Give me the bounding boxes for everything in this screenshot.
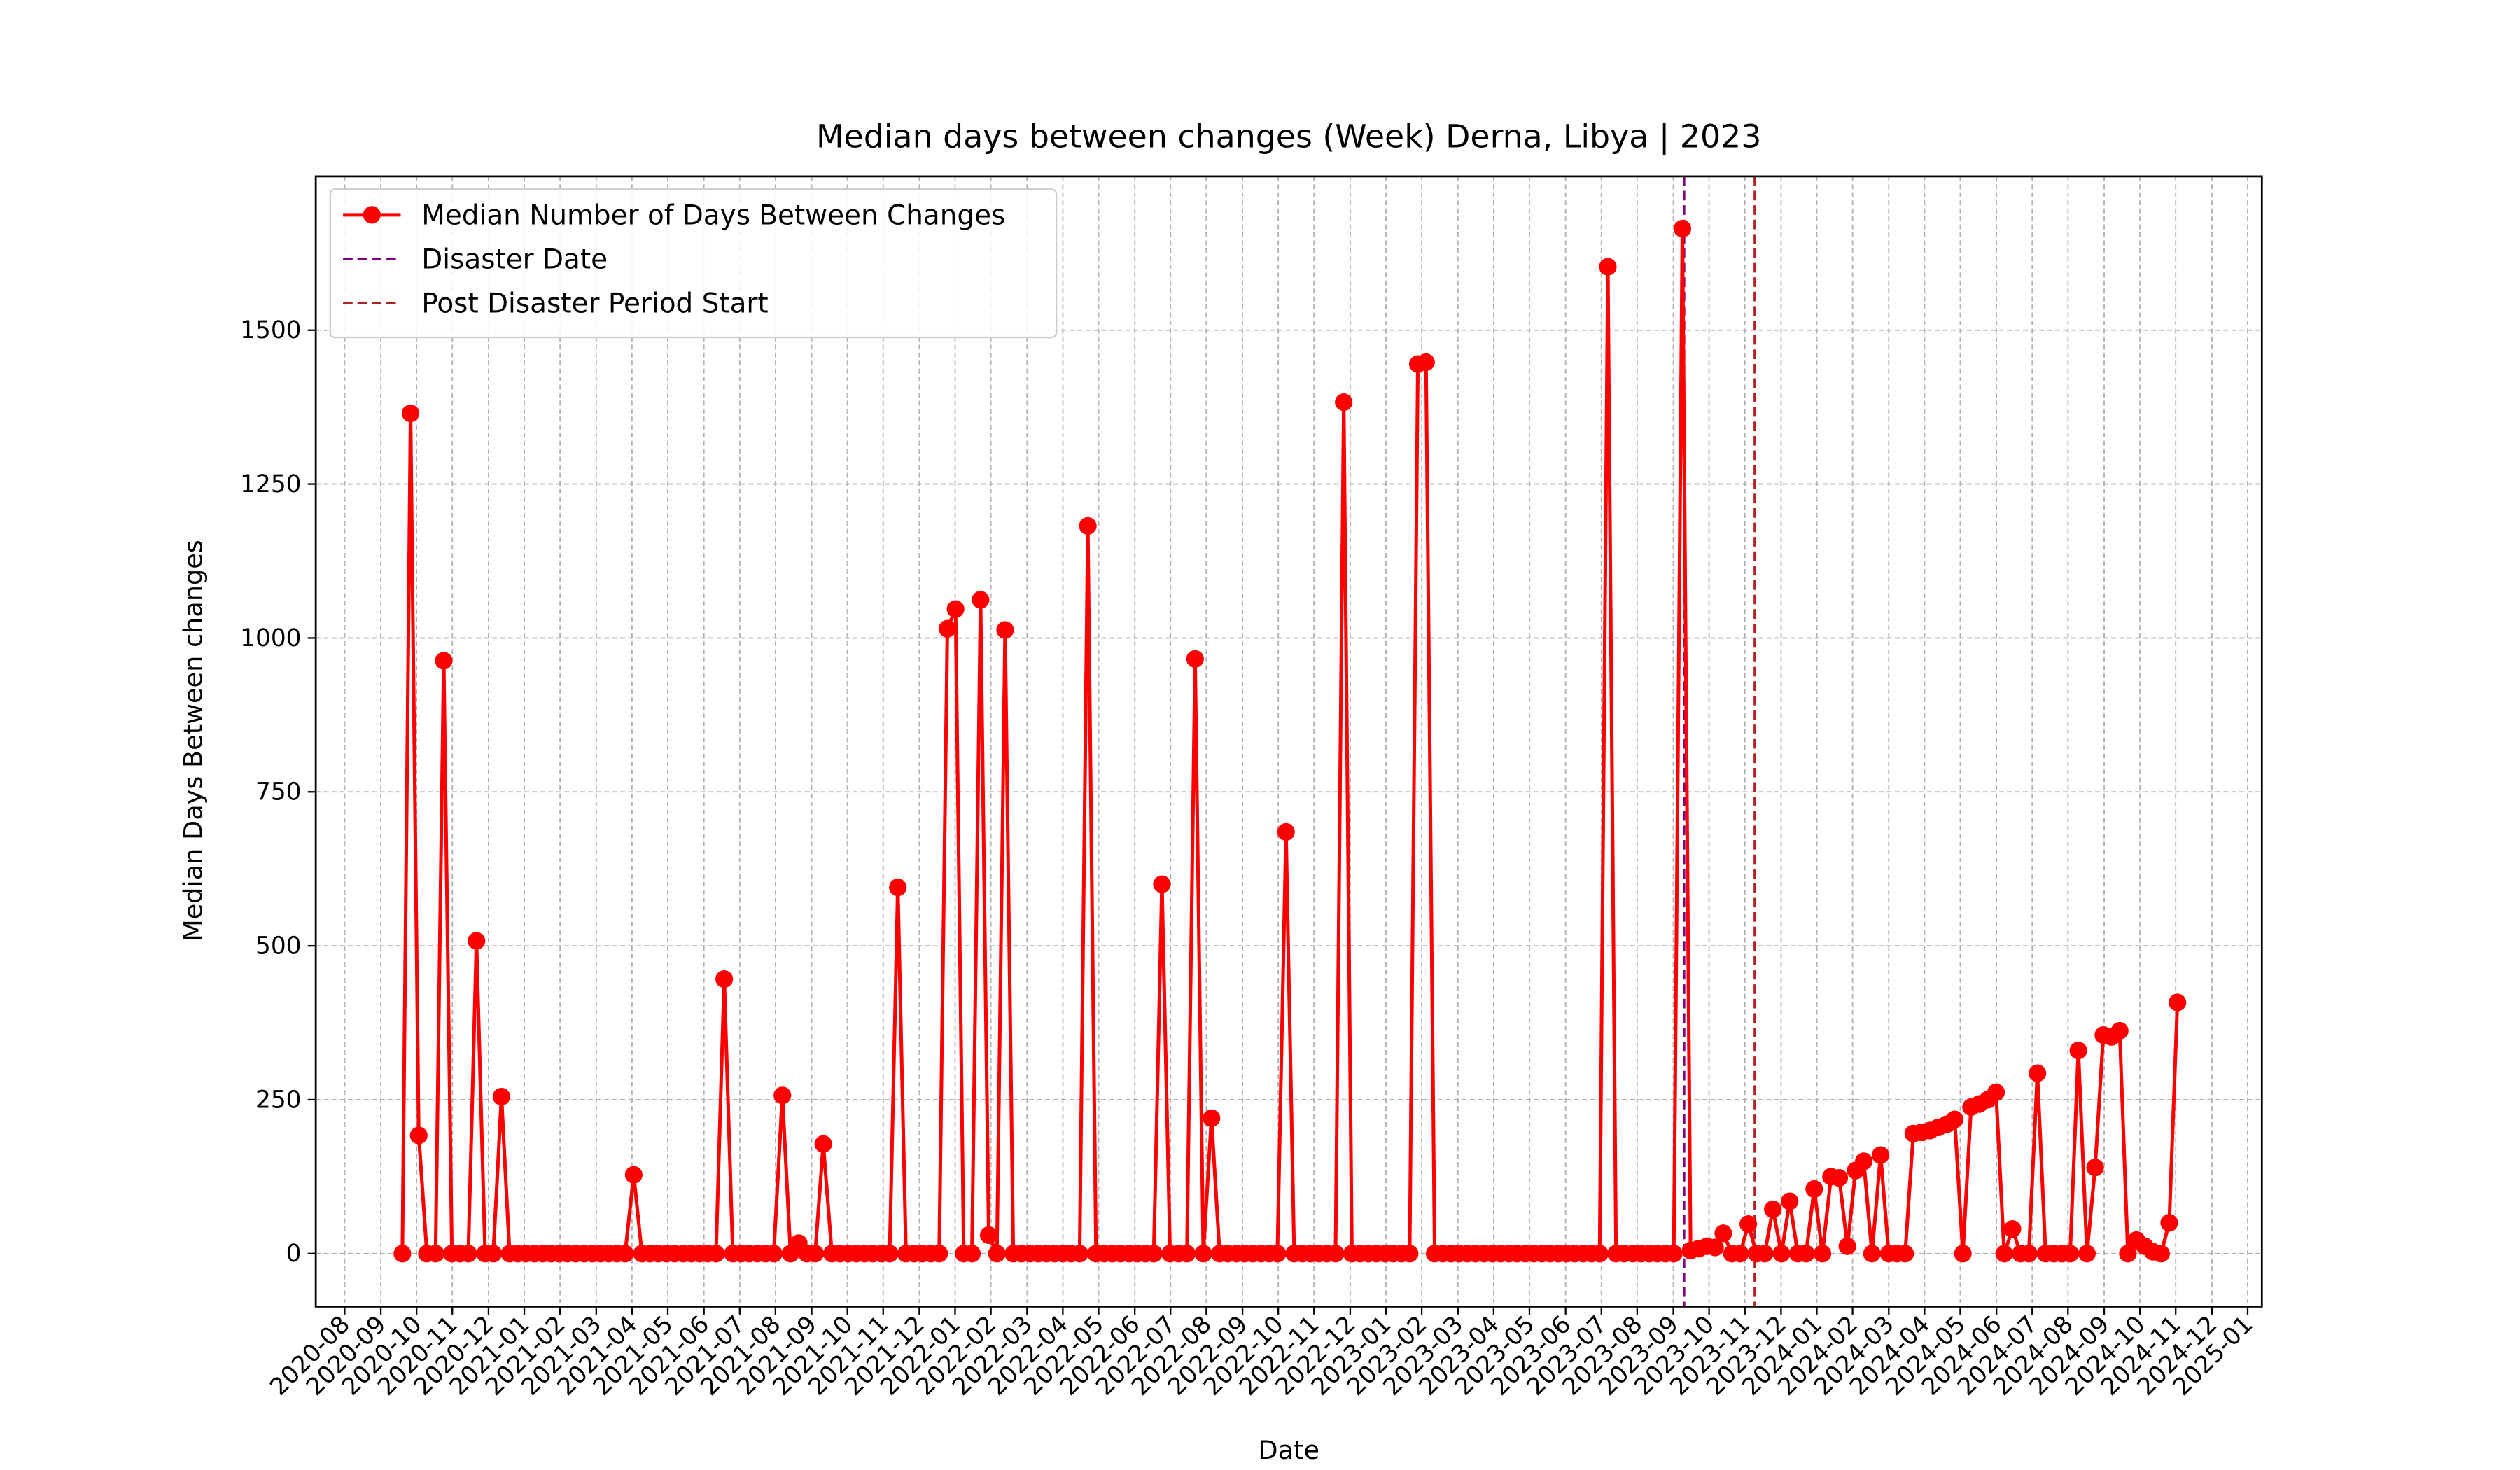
data-point xyxy=(468,932,486,950)
data-point xyxy=(1805,1180,1823,1198)
legend-label: Median Number of Days Between Changes xyxy=(421,200,1005,232)
data-point xyxy=(938,620,957,638)
y-tick-label: 250 xyxy=(255,1086,302,1114)
data-point xyxy=(1871,1146,1890,1164)
data-point xyxy=(1268,1245,1287,1263)
data-point xyxy=(1590,1245,1609,1263)
data-point xyxy=(2078,1245,2096,1263)
plot-frame xyxy=(314,175,2263,1308)
data-point xyxy=(1813,1245,1832,1263)
data-point xyxy=(1954,1245,1972,1263)
data-point xyxy=(946,600,965,618)
data-point xyxy=(2061,1245,2080,1263)
data-point xyxy=(1673,220,1692,238)
data-point xyxy=(774,1086,792,1105)
data-point xyxy=(1665,1245,1683,1263)
data-point xyxy=(435,652,453,670)
data-point xyxy=(616,1245,634,1263)
data-point xyxy=(814,1135,832,1153)
data-point xyxy=(1830,1169,1849,1187)
data-point xyxy=(972,591,990,609)
y-tick-label: 0 xyxy=(286,1240,302,1268)
data-point xyxy=(2029,1064,2047,1082)
data-point xyxy=(2160,1214,2178,1232)
data-point xyxy=(1203,1109,1221,1127)
data-point xyxy=(1401,1245,1419,1263)
data-point xyxy=(401,404,420,423)
data-point xyxy=(1335,393,1353,412)
x-axis-label: Date xyxy=(1258,1435,1320,1465)
data-point xyxy=(979,1226,998,1245)
data-point xyxy=(2003,1220,2022,1238)
y-tick-label: 750 xyxy=(255,778,302,806)
data-point xyxy=(930,1245,948,1263)
data-point xyxy=(459,1245,477,1263)
data-point xyxy=(1277,822,1295,841)
data-point xyxy=(1740,1214,1758,1233)
data-point xyxy=(2110,1021,2129,1040)
y-tick-label: 1250 xyxy=(240,470,301,498)
data-point xyxy=(1194,1245,1212,1263)
y-tick-label: 1500 xyxy=(240,316,301,344)
data-point xyxy=(1178,1245,1196,1263)
data-point xyxy=(962,1245,981,1263)
chart-title: Median days between changes (Week) Derna… xyxy=(816,118,1761,156)
data-point xyxy=(1079,517,1097,535)
data-point xyxy=(2019,1245,2038,1263)
legend: Median Number of Days Between Changes Dis… xyxy=(329,188,1058,339)
data-point xyxy=(1070,1245,1088,1263)
data-point xyxy=(1863,1245,1881,1263)
y-axis-label: Median Days Between changes xyxy=(178,540,209,941)
data-point xyxy=(484,1245,503,1263)
legend-label: Post Disaster Period Start xyxy=(421,288,768,320)
data-point xyxy=(1144,1245,1163,1263)
data-point xyxy=(707,1245,725,1263)
data-point xyxy=(426,1245,444,1263)
data-point xyxy=(624,1166,643,1184)
data-point xyxy=(1854,1152,1873,1170)
data-point xyxy=(1326,1245,1345,1263)
data-point xyxy=(1772,1245,1791,1263)
data-point xyxy=(764,1245,783,1263)
legend-label: Disaster Date xyxy=(421,244,608,276)
data-point xyxy=(2086,1158,2104,1177)
data-point xyxy=(1764,1200,1782,1219)
data-point xyxy=(410,1126,428,1144)
data-point xyxy=(1731,1245,1749,1263)
data-point xyxy=(1756,1245,1774,1263)
data-point xyxy=(806,1245,825,1263)
data-point xyxy=(2169,993,2187,1011)
data-point xyxy=(1945,1110,1964,1128)
data-point xyxy=(996,621,1014,639)
data-point xyxy=(889,878,907,897)
data-point xyxy=(2119,1245,2137,1263)
data-point xyxy=(1186,650,1204,668)
data-point xyxy=(1838,1237,1856,1255)
data-point xyxy=(881,1245,899,1263)
data-point xyxy=(1987,1083,2005,1101)
data-point xyxy=(988,1245,1006,1263)
data-point xyxy=(1714,1224,1732,1242)
data-point xyxy=(2152,1245,2170,1263)
data-point xyxy=(1599,258,1617,276)
data-point xyxy=(1781,1192,1799,1210)
data-point xyxy=(492,1087,511,1106)
data-point xyxy=(2069,1042,2087,1060)
data-point xyxy=(1797,1245,1815,1263)
data-point xyxy=(715,969,734,988)
data-point xyxy=(1995,1245,2013,1263)
y-tick-label: 1000 xyxy=(240,624,301,652)
data-point xyxy=(1896,1245,1914,1263)
legend-box xyxy=(329,188,1058,339)
data-point xyxy=(1153,875,1171,893)
data-point xyxy=(393,1245,412,1263)
legend-marker xyxy=(363,206,381,224)
data-point xyxy=(1417,353,1435,372)
y-tick-label: 500 xyxy=(255,932,302,960)
data-point xyxy=(1706,1238,1724,1256)
